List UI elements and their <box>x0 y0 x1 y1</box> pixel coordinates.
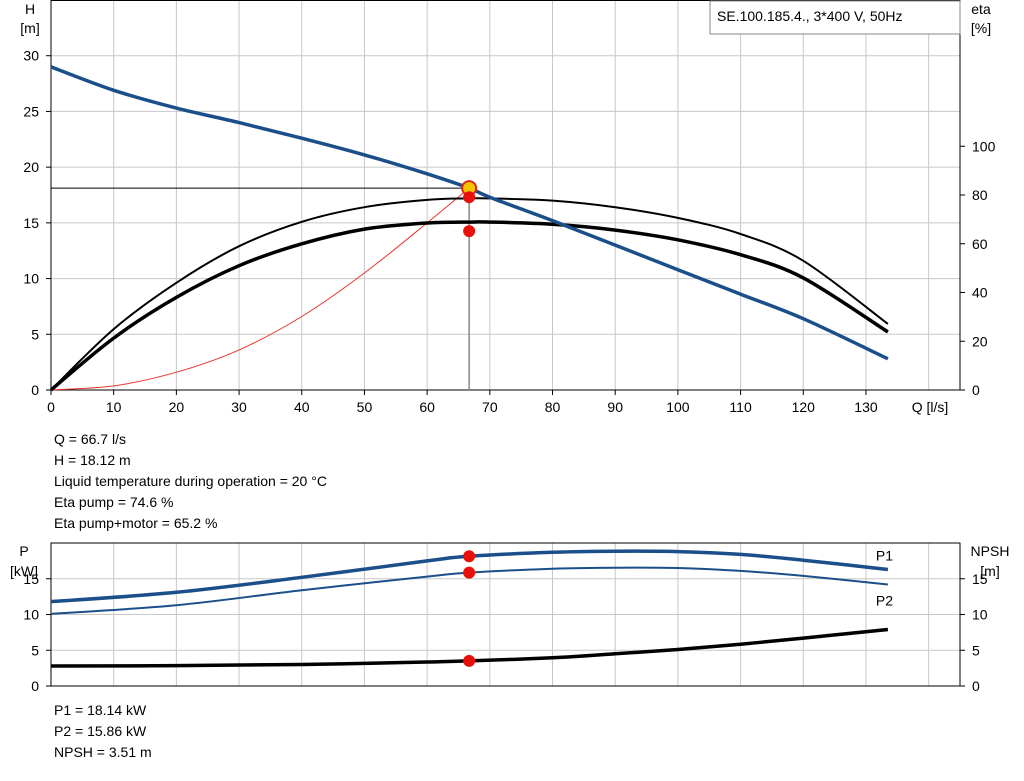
x-tick-label: 90 <box>607 399 623 415</box>
chart-title: SE.100.185.4., 3*400 V, 50Hz <box>717 8 903 24</box>
y-axis-label-right-unit: [%] <box>971 20 991 36</box>
x-tick-label: 0 <box>47 399 55 415</box>
duty-point-info-bottom: P1 = 18.14 kW P2 = 15.86 kW NPSH = 3.51 … <box>54 700 152 763</box>
info-eta-pump-motor: Eta pump+motor = 65.2 % <box>54 515 218 531</box>
npsh-axis-label-name: NPSH <box>971 543 1010 559</box>
top-plot-frame <box>50 0 961 391</box>
x-tick-label: 40 <box>294 399 310 415</box>
top-chart-grid <box>46 0 965 395</box>
y-axis-label-left-unit: [m] <box>20 20 39 36</box>
info-npsh: NPSH = 3.51 m <box>54 744 152 760</box>
p1-duty-marker <box>463 550 476 563</box>
y-tick-label-left: 10 <box>23 607 39 623</box>
y-tick-label-left: 10 <box>23 271 39 287</box>
info-flow: Q = 66.7 l/s <box>54 431 126 447</box>
top-chart-curves <box>49 65 889 392</box>
info-head: H = 18.12 m <box>54 452 131 468</box>
npsh-axis-label-unit: [m] <box>980 563 999 579</box>
y-tick-label-left: 25 <box>23 103 39 119</box>
info-eta-pump: Eta pump = 74.6 % <box>54 494 174 510</box>
y-tick-label-right: 20 <box>972 333 988 349</box>
info-p1: P1 = 18.14 kW <box>54 702 147 718</box>
eta-pump-motor-marker <box>463 225 476 238</box>
y-tick-label-left: 0 <box>31 382 39 398</box>
y-tick-label-right: 80 <box>972 187 988 203</box>
bottom-plot-frame <box>50 542 961 687</box>
npsh-duty-marker <box>463 654 476 667</box>
p2-curve <box>50 566 889 615</box>
info-liquid-temperature: Liquid temperature during operation = 20… <box>54 473 327 489</box>
y-tick-label-right: 60 <box>972 236 988 252</box>
y-tick-label-left: 30 <box>23 48 39 64</box>
y-tick-label-right: 100 <box>972 138 996 154</box>
y-tick-label-left: 15 <box>23 215 39 231</box>
p-axis-label-unit: [kW] <box>10 563 38 579</box>
y-tick-label-left: 5 <box>31 326 39 342</box>
chart-title-box: SE.100.185.4., 3*400 V, 50Hz <box>709 0 961 35</box>
x-tick-label: 120 <box>792 399 816 415</box>
y-tick-label-right: 40 <box>972 285 988 301</box>
x-tick-label: 20 <box>169 399 185 415</box>
bottom-chart-curves <box>50 549 889 668</box>
duty-point-info-top: Q = 66.7 l/s H = 18.12 m Liquid temperat… <box>54 429 327 534</box>
y-tick-label-left: 5 <box>31 642 39 658</box>
info-p2: P2 = 15.86 kW <box>54 723 147 739</box>
eta-pump-motor-curve <box>49 220 889 392</box>
y-tick-label-left: 0 <box>31 678 39 694</box>
x-tick-label: 60 <box>419 399 435 415</box>
eta-pump-marker <box>463 191 476 204</box>
x-tick-label: 10 <box>106 399 122 415</box>
p2-duty-marker <box>463 566 476 579</box>
npsh-curve <box>50 627 889 668</box>
x-tick-label: 80 <box>545 399 561 415</box>
x-tick-label: 130 <box>854 399 878 415</box>
y-tick-label-left: 15 <box>23 571 39 587</box>
y-tick-label-right: 5 <box>972 642 980 658</box>
p1-curve <box>50 549 889 604</box>
x-tick-label: 50 <box>357 399 373 415</box>
p2-series-label: P2 <box>876 592 893 608</box>
y-tick-label-right: 0 <box>972 382 980 398</box>
x-axis-label: Q [l/s] <box>912 399 949 415</box>
bottom-chart-grid <box>46 542 965 687</box>
x-tick-label: 100 <box>666 399 690 415</box>
p-axis-label-name: P <box>19 543 28 559</box>
axis-labels: 0 10 20 30 40 50 60 70 80 90 100 110 120 130051015202… <box>10 1 1009 694</box>
y-axis-label-right-name: eta <box>971 1 991 17</box>
y-axis-label-left-name: H <box>25 1 35 17</box>
y-tick-label-left: 20 <box>23 159 39 175</box>
x-tick-label: 110 <box>729 399 752 415</box>
x-tick-label: 70 <box>482 399 498 415</box>
x-tick-label: 30 <box>231 399 247 415</box>
y-tick-label-right: 15 <box>972 571 988 587</box>
p1-series-label: P1 <box>876 547 893 563</box>
system-curve <box>50 187 470 391</box>
y-tick-label-right: 10 <box>972 607 988 623</box>
y-tick-label-right: 0 <box>972 678 980 694</box>
